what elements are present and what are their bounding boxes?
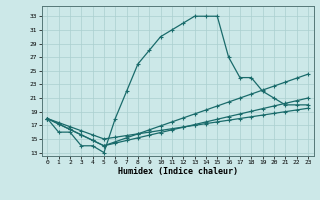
X-axis label: Humidex (Indice chaleur): Humidex (Indice chaleur) [118, 167, 237, 176]
